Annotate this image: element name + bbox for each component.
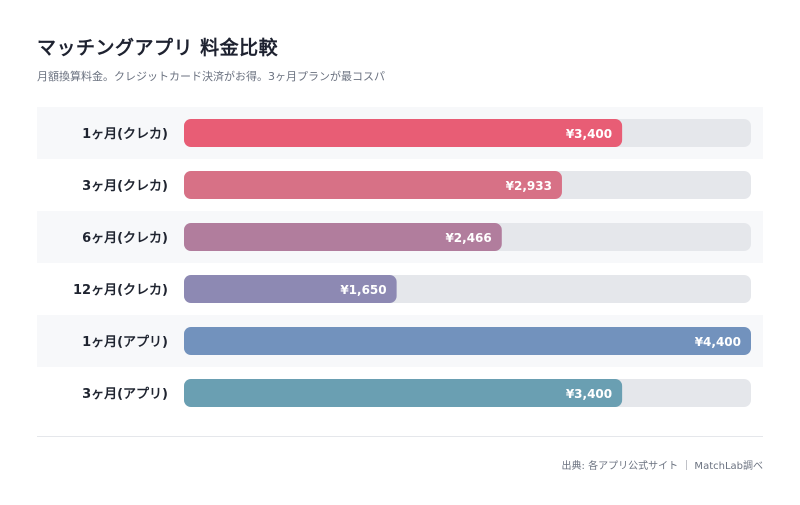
value-label: ¥2,466 xyxy=(445,231,491,245)
value-label: ¥1,650 xyxy=(340,283,386,297)
chart-title: マッチングアプリ 料金比較 xyxy=(37,37,279,59)
bar xyxy=(184,275,397,303)
bar xyxy=(184,171,562,199)
footer-divider xyxy=(37,436,763,437)
category-label: 1ヶ月(アプリ) xyxy=(82,335,168,350)
value-label: ¥4,400 xyxy=(695,335,741,349)
category-label: 3ヶ月(アプリ) xyxy=(82,387,168,402)
value-label: ¥3,400 xyxy=(566,387,612,401)
source-note: 出典: 各アプリ公式サイト ｜ MatchLab調べ xyxy=(561,461,763,472)
value-label: ¥2,933 xyxy=(506,179,552,193)
category-label: 12ヶ月(クレカ) xyxy=(73,283,168,298)
bar xyxy=(184,223,502,251)
category-label: 3ヶ月(クレカ) xyxy=(82,179,168,194)
bar xyxy=(184,379,623,407)
chart-subtitle: 月額換算料金。クレジットカード決済がお得。3ヶ月プランが最コスパ xyxy=(37,70,385,83)
bar xyxy=(184,327,751,355)
category-label: 6ヶ月(クレカ) xyxy=(82,231,168,246)
category-label: 1ヶ月(クレカ) xyxy=(82,127,168,142)
value-label: ¥3,400 xyxy=(566,127,612,141)
bar xyxy=(184,119,623,147)
